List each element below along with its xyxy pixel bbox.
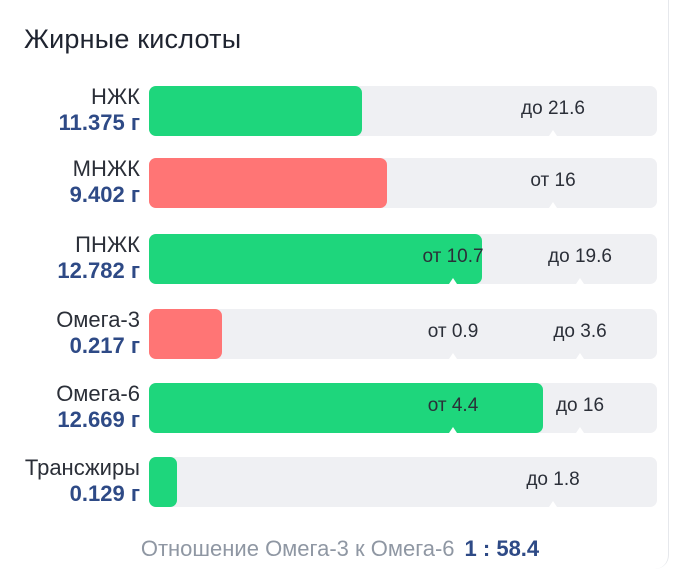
nutrient-amount: 12.782 г — [57, 258, 140, 283]
bar-fill — [149, 158, 387, 208]
marker-triangle-icon — [449, 278, 457, 284]
bar-track: от 4.4 до 16 — [149, 383, 657, 433]
bar-track: до 1.8 — [149, 457, 657, 507]
range-marker-label: до 16 — [555, 395, 605, 416]
nutrient-amount: 0.217 г — [69, 333, 140, 358]
range-marker: от 10.7 — [422, 234, 484, 284]
range-marker-label: до 21.6 — [521, 98, 585, 119]
range-marker-label: от 4.4 — [427, 395, 479, 416]
range-marker: до 3.6 — [553, 309, 607, 359]
marker-triangle-icon — [449, 427, 457, 433]
marker-triangle-icon — [549, 130, 557, 136]
nutrient-label: МНЖК — [72, 156, 140, 181]
nutrient-row: Трансжиры 0.129 г до 1.8 — [0, 455, 668, 509]
marker-triangle-icon — [549, 501, 557, 507]
nutrient-label: Омега-6 — [56, 381, 140, 406]
nutrient-row: Омега-6 12.669 г от 4.4 до 16 — [0, 381, 668, 435]
nutrient-amount: 12.669 г — [57, 407, 140, 432]
range-marker: от 16 — [530, 158, 576, 208]
marker-triangle-icon — [549, 202, 557, 208]
nutrient-label: Омега-3 — [56, 307, 140, 332]
bar-fill — [149, 309, 222, 359]
marker-triangle-icon — [576, 427, 584, 433]
nutrient-row: Омега-3 0.217 г от 0.9 до 3.6 — [0, 307, 668, 361]
nutrient-row: НЖК 11.375 г до 21.6 — [0, 84, 668, 138]
nutrient-amount: 11.375 г — [58, 110, 140, 135]
marker-triangle-icon — [449, 353, 457, 359]
bar-track: от 0.9 до 3.6 — [149, 309, 657, 359]
marker-triangle-icon — [576, 278, 584, 284]
marker-triangle-icon — [576, 353, 584, 359]
nutrient-label: Трансжиры — [24, 455, 140, 480]
nutrient-label: ПНЖК — [75, 232, 140, 257]
bar-fill — [149, 86, 362, 136]
nutrient-amount: 9.402 г — [69, 182, 140, 207]
nutrient-label: НЖК — [90, 84, 140, 109]
omega-ratio: Отношение Омега-3 к Омега-6 1 : 58.4 — [0, 536, 680, 562]
range-marker-label: от 0.9 — [427, 321, 479, 342]
bar-track: от 16 — [149, 158, 657, 208]
range-marker: до 19.6 — [548, 234, 612, 284]
bar-track: до 21.6 — [149, 86, 657, 136]
nutrient-row: ПНЖК 12.782 г от 10.7 до 19.6 — [0, 232, 668, 286]
bar-track: от 10.7 до 19.6 — [149, 234, 657, 284]
range-marker-label: до 19.6 — [548, 246, 612, 267]
range-marker-label: до 1.8 — [526, 469, 580, 490]
omega-ratio-value: 1 : 58.4 — [464, 536, 540, 561]
range-marker: до 21.6 — [521, 86, 585, 136]
range-marker-label: от 16 — [530, 170, 576, 191]
omega-ratio-label: Отношение Омега-3 к Омега-6 — [140, 536, 455, 561]
card-title: Жирные кислоты — [24, 24, 242, 54]
bar-fill — [149, 234, 482, 284]
range-marker: от 0.9 — [428, 309, 478, 359]
range-marker: от 4.4 — [428, 383, 478, 433]
nutrient-amount: 0.129 г — [69, 481, 140, 506]
bar-fill — [149, 457, 177, 507]
range-marker: до 16 — [556, 383, 604, 433]
range-marker-label: до 3.6 — [553, 321, 607, 342]
range-marker-label: от 10.7 — [422, 246, 484, 267]
bar-fill — [149, 383, 543, 433]
nutrient-row: МНЖК 9.402 г от 16 — [0, 156, 668, 210]
range-marker: до 1.8 — [526, 457, 580, 507]
